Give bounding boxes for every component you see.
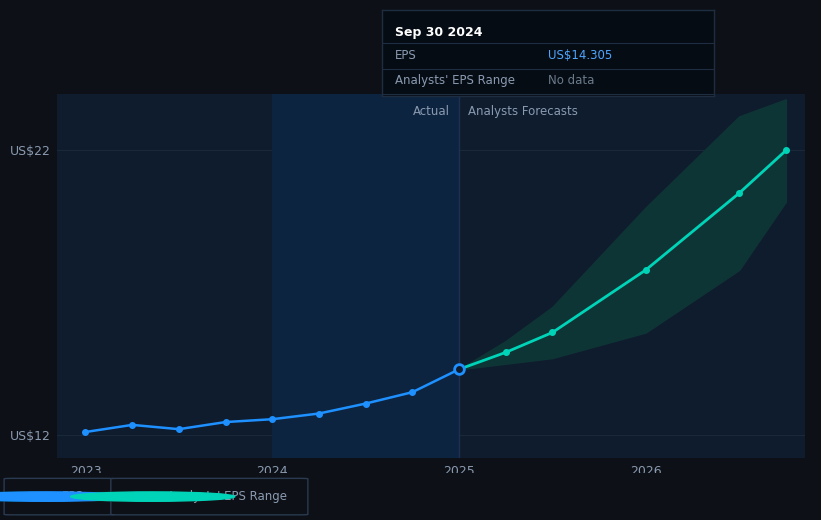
Text: US$14.305: US$14.305 [548, 49, 612, 62]
Text: EPS: EPS [395, 49, 417, 62]
Text: Sep 30 2024: Sep 30 2024 [395, 26, 483, 39]
FancyBboxPatch shape [111, 478, 308, 515]
Circle shape [56, 492, 220, 501]
Circle shape [0, 492, 115, 501]
Text: Analysts' EPS Range: Analysts' EPS Range [395, 74, 515, 87]
Text: EPS: EPS [62, 490, 83, 503]
Text: Analysts' EPS Range: Analysts' EPS Range [167, 490, 287, 503]
Text: Analysts Forecasts: Analysts Forecasts [468, 105, 578, 118]
Text: No data: No data [548, 74, 594, 87]
Circle shape [0, 492, 130, 501]
FancyBboxPatch shape [4, 478, 115, 515]
Bar [273, 94, 459, 458]
Circle shape [71, 492, 235, 501]
Text: Actual: Actual [413, 105, 450, 118]
